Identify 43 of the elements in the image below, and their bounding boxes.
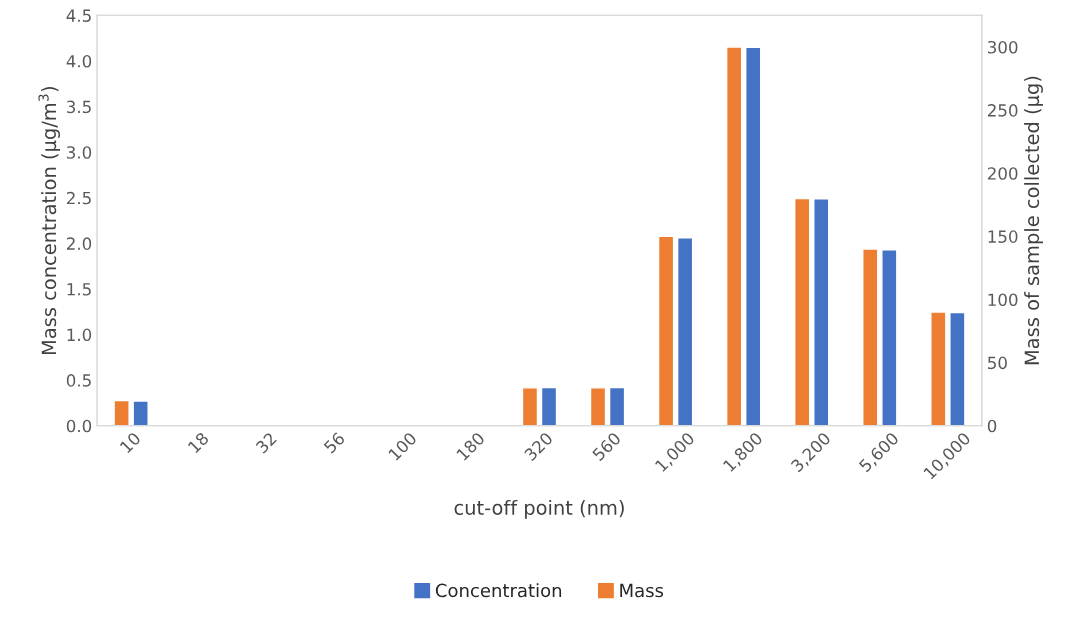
y-tick-label: 4.5: [66, 9, 91, 22]
y-tick-label: 0.5: [66, 374, 91, 387]
bar: [881, 249, 898, 426]
y-tick-label: 1.5: [67, 283, 91, 296]
y2-tick-label: 300: [988, 40, 1018, 54]
bar: [949, 311, 966, 426]
y-tick-label: 3.5: [67, 100, 91, 114]
y2-tick-label: 50: [988, 356, 1007, 370]
bar: [657, 235, 675, 426]
y-tick-label: 1.0: [67, 328, 92, 342]
y2-tick-label: 100: [988, 293, 1018, 307]
y-tick-label: 3.0: [67, 146, 92, 159]
x-tick-label: 180: [455, 431, 486, 461]
bar: [745, 46, 762, 426]
y-tick-label: 0.0: [66, 419, 92, 433]
bar: [794, 197, 811, 426]
bar: [113, 399, 130, 426]
x-tick-label: 18: [187, 431, 210, 454]
bar: [862, 248, 879, 426]
y2-tick-label: 0: [987, 419, 997, 433]
y-tick-label: 2.5: [66, 191, 91, 205]
y-tick-label: 4.0: [66, 54, 92, 68]
x-tick-label: 56: [323, 431, 346, 454]
legend-label: Mass: [620, 583, 664, 598]
legend-label: Concentration: [435, 583, 562, 598]
x-tick-label: 32: [255, 431, 277, 454]
bar: [725, 46, 743, 426]
y2-tick-label: 200: [987, 167, 1018, 180]
y2-tick-label: 250: [987, 104, 1018, 117]
x-tick-label: 320: [523, 431, 554, 462]
x-tick-label: 100: [387, 431, 418, 461]
x-tick-label: 10: [119, 431, 142, 454]
bar: [930, 311, 947, 426]
y-axis-title: Mass concentration (µg/m$^{3}$): [38, 86, 60, 355]
x-axis-title: cut-off point (nm): [454, 499, 624, 519]
bar: [813, 197, 830, 426]
bar: [589, 387, 607, 426]
y2-tick-label: 150: [988, 230, 1018, 243]
bar: [521, 387, 539, 426]
y-tick-label: 2.0: [66, 237, 92, 250]
bar: [132, 400, 149, 426]
y2-axis-title: Mass of sample collected (µg): [1024, 76, 1043, 365]
x-tick-label: 560: [591, 431, 622, 462]
